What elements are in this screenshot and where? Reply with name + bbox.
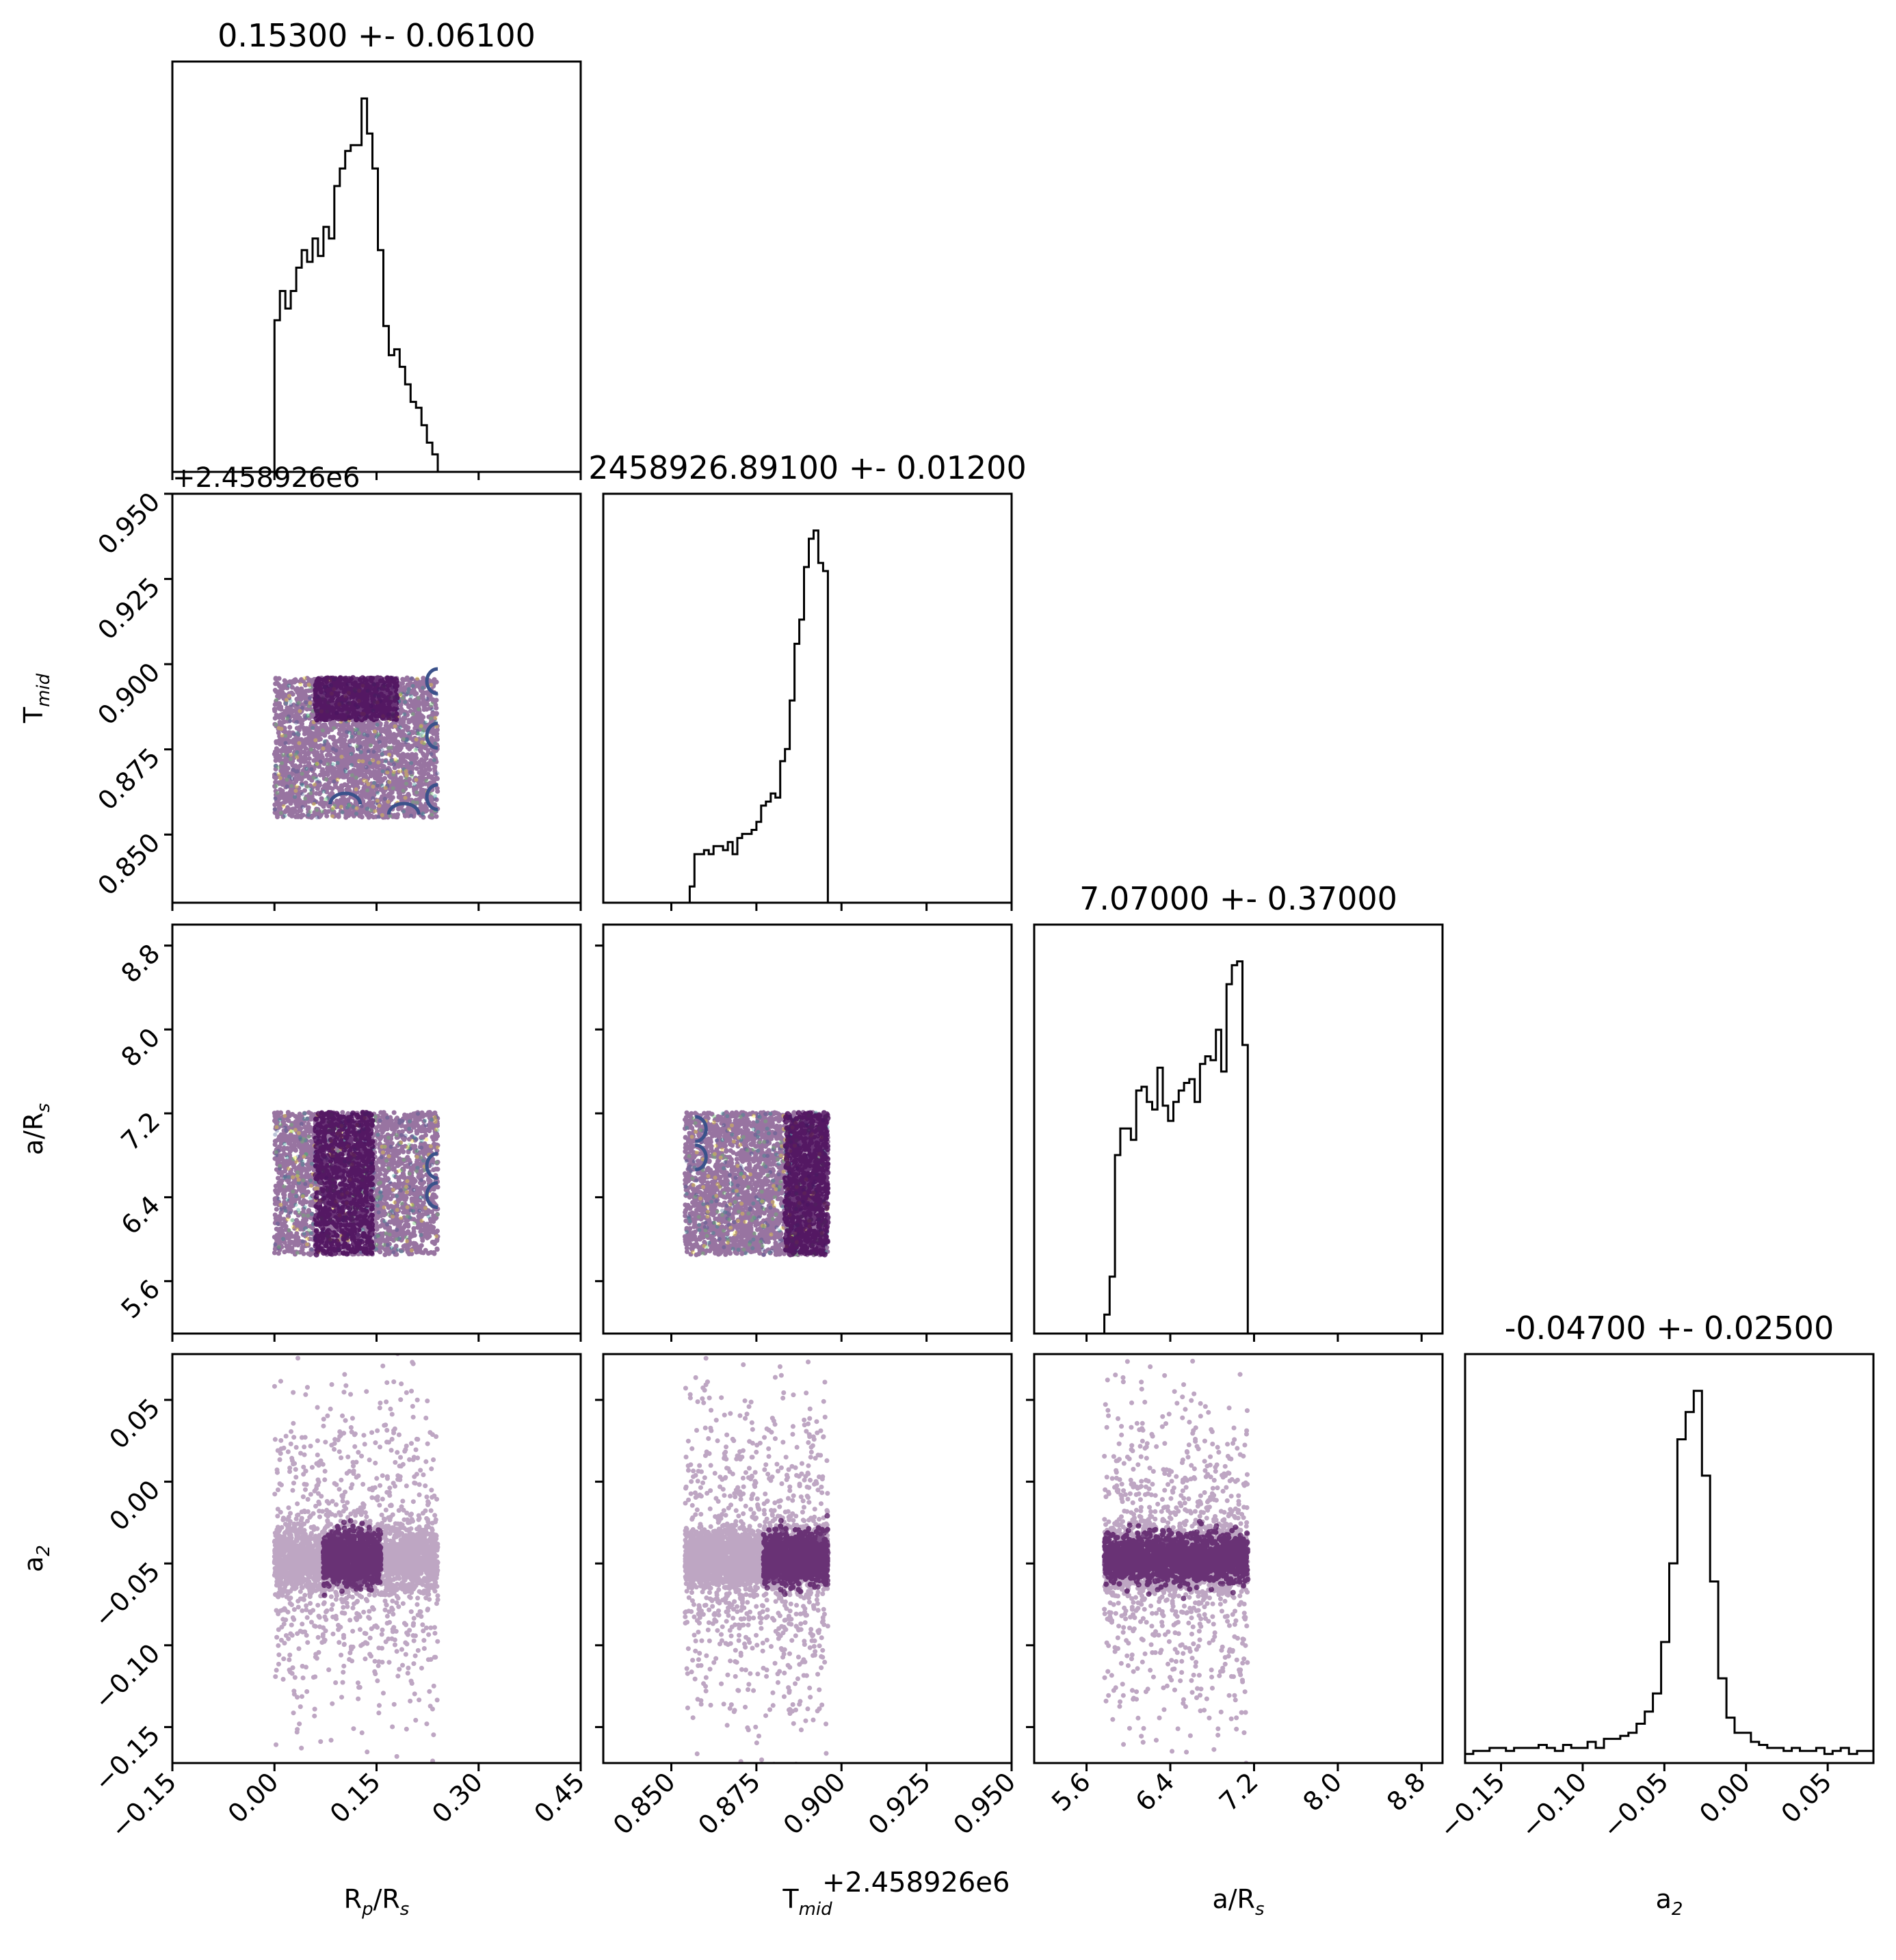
x-tick-label: 8.0	[1297, 1766, 1347, 1817]
panel-scatter-ars-a2	[1101, 1358, 1251, 1763]
y-axis-label-tmid: Tmid	[18, 673, 54, 724]
y-tick-label: −0.05	[88, 1556, 166, 1633]
scatter-points	[272, 1109, 440, 1258]
scatter-points	[272, 667, 440, 820]
y-tick-label: 0.950	[92, 486, 166, 560]
y-tick-label: 6.4	[116, 1190, 166, 1241]
x-tick-label: 0.925	[863, 1766, 936, 1840]
y-tick-label: 0.925	[92, 572, 166, 646]
hist-title-a2: -0.04700 +- 0.02500	[1505, 1310, 1834, 1347]
panel-scatter-rp-ars	[272, 1109, 440, 1258]
panel-scatter-rp-a2	[272, 1354, 440, 1763]
axes-frame	[171, 60, 582, 473]
x-axis-label-ars: a/Rs	[1212, 1884, 1264, 1920]
axes-frame	[1464, 1353, 1875, 1764]
axes-frame	[1033, 923, 1444, 1335]
x-tick-label: 0.30	[426, 1766, 488, 1829]
y-tick-label: −0.10	[88, 1638, 166, 1715]
histogram-tmid	[603, 529, 1012, 904]
scatter-points	[682, 1355, 831, 1763]
x-offset-text: +2.458926e6	[822, 1867, 1010, 1898]
contour-arc	[386, 802, 421, 815]
contour-arc	[425, 783, 438, 812]
x-tick-label: 0.15	[324, 1766, 386, 1829]
axes-frame	[602, 492, 1013, 904]
x-tick-label: 0.00	[1694, 1766, 1756, 1829]
hist-title-rp: 0.15300 +- 0.06100	[218, 17, 536, 54]
x-tick-label: 0.00	[222, 1766, 285, 1829]
x-tick-label: 0.950	[947, 1766, 1021, 1840]
y-tick-label: 7.2	[116, 1106, 166, 1156]
x-tick-label: 0.850	[607, 1766, 681, 1840]
y-axis-label-ars: a/Rs	[18, 1103, 54, 1155]
axes-frame	[602, 923, 1013, 1335]
x-axis-label-rp: Rp/Rs	[344, 1884, 410, 1920]
y-tick-label: 8.0	[116, 1022, 166, 1073]
x-tick-label: 5.6	[1046, 1766, 1096, 1817]
y-axis-label-a2: a2	[18, 1545, 54, 1572]
panel-scatter-rp-tmid	[272, 667, 440, 820]
y-offset-text: +2.458926e6	[172, 462, 360, 494]
hist-title-ars: 7.07000 +- 0.37000	[1079, 880, 1397, 917]
x-tick-label: 0.900	[778, 1766, 852, 1840]
contour-arc	[328, 791, 363, 805]
panel-hist-a2: -0.04700 +- 0.02500	[1464, 1310, 1875, 1763]
x-tick-label: 0.875	[692, 1766, 766, 1840]
scatter-points	[682, 1110, 831, 1258]
histogram-ars	[1034, 960, 1443, 1335]
panel-hist-rp: 0.15300 +- 0.06100	[172, 17, 581, 473]
contour-arc	[425, 667, 438, 696]
contour-arc	[695, 1115, 708, 1143]
contour-arc	[425, 721, 438, 750]
x-tick-label: 0.05	[1776, 1766, 1838, 1829]
y-tick-label: 0.900	[92, 657, 166, 730]
x-tick-label: 6.4	[1130, 1766, 1181, 1817]
panel-scatter-tmid-a2	[682, 1355, 831, 1763]
x-tick-label: −0.05	[1596, 1766, 1674, 1844]
x-tick-label: 7.2	[1213, 1766, 1264, 1817]
y-tick-label: 0.05	[103, 1392, 166, 1455]
histogram-rp	[172, 97, 581, 473]
x-axis-label-a2: a2	[1656, 1884, 1683, 1920]
x-tick-label: −0.15	[1433, 1766, 1510, 1844]
y-tick-label: 0.00	[103, 1474, 166, 1537]
contour-arc	[425, 1181, 438, 1210]
x-axis-label-tmid: Tmid	[782, 1884, 832, 1920]
contour-arc	[695, 1143, 708, 1171]
y-tick-label: 5.6	[116, 1274, 166, 1325]
y-tick-label: 8.8	[116, 938, 166, 989]
x-tick-label: 8.8	[1381, 1766, 1432, 1817]
scatter-points	[1101, 1358, 1251, 1763]
scatter-points	[272, 1354, 440, 1763]
panel-hist-ars: 7.07000 +- 0.37000	[1034, 880, 1443, 1335]
panel-hist-tmid: 2458926.89100 +- 0.01200	[588, 449, 1027, 904]
hist-title-tmid: 2458926.89100 +- 0.01200	[588, 449, 1026, 486]
histogram-a2	[1464, 1390, 1875, 1763]
x-tick-label: 0.45	[528, 1766, 590, 1829]
contour-arc	[425, 1152, 438, 1180]
axes-frame	[602, 1353, 1013, 1764]
y-tick-label: 0.875	[92, 742, 166, 816]
y-tick-label: 0.850	[92, 827, 166, 901]
x-tick-label: −0.10	[1515, 1766, 1592, 1844]
panel-scatter-tmid-ars	[682, 1110, 831, 1258]
axes-frame	[1033, 1353, 1444, 1764]
